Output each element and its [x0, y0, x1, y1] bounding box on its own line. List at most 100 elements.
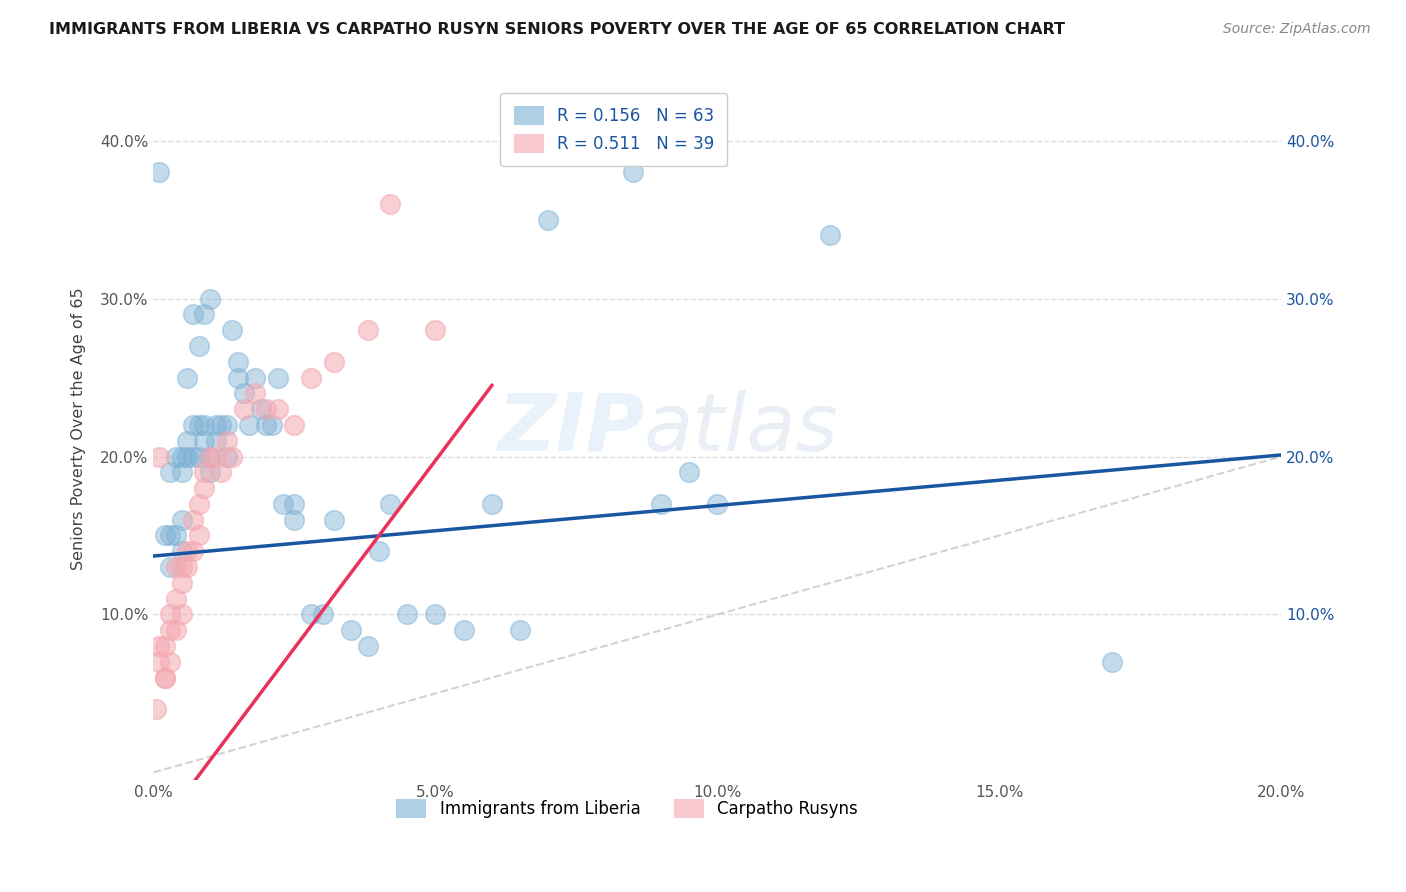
Point — [425, 323, 447, 337]
Y-axis label: Seniors Poverty Over the Age of 65: Seniors Poverty Over the Age of 65 — [72, 287, 86, 570]
Point — [299, 370, 322, 384]
Point — [159, 560, 181, 574]
Point — [818, 228, 841, 243]
Text: ZIP: ZIP — [496, 390, 644, 468]
Point — [283, 417, 305, 432]
Point — [187, 339, 209, 353]
Point — [198, 450, 221, 464]
Point — [271, 497, 294, 511]
Point — [198, 465, 221, 479]
Point — [176, 544, 198, 558]
Point — [170, 575, 193, 590]
Point — [226, 355, 249, 369]
Point — [706, 497, 728, 511]
Point — [153, 671, 176, 685]
Point — [678, 465, 700, 479]
Point — [193, 417, 215, 432]
Point — [193, 434, 215, 448]
Point — [650, 497, 672, 511]
Text: IMMIGRANTS FROM LIBERIA VS CARPATHO RUSYN SENIORS POVERTY OVER THE AGE OF 65 COR: IMMIGRANTS FROM LIBERIA VS CARPATHO RUSY… — [49, 22, 1066, 37]
Point — [193, 307, 215, 321]
Point — [153, 671, 176, 685]
Point — [165, 624, 187, 638]
Point — [209, 465, 232, 479]
Point — [176, 450, 198, 464]
Point — [165, 591, 187, 606]
Point — [238, 417, 260, 432]
Point — [193, 465, 215, 479]
Point — [621, 165, 644, 179]
Point — [159, 465, 181, 479]
Point — [159, 655, 181, 669]
Point — [170, 450, 193, 464]
Point — [170, 607, 193, 622]
Point — [181, 513, 204, 527]
Point — [425, 607, 447, 622]
Point — [249, 402, 271, 417]
Point — [159, 624, 181, 638]
Point — [165, 528, 187, 542]
Point — [380, 497, 402, 511]
Point — [226, 370, 249, 384]
Point — [159, 607, 181, 622]
Text: atlas: atlas — [644, 390, 839, 468]
Point — [176, 560, 198, 574]
Point — [187, 450, 209, 464]
Point — [181, 450, 204, 464]
Point — [145, 702, 167, 716]
Point — [340, 624, 363, 638]
Point — [323, 513, 346, 527]
Point — [170, 465, 193, 479]
Point — [537, 212, 560, 227]
Point — [159, 528, 181, 542]
Point — [266, 370, 288, 384]
Point — [181, 307, 204, 321]
Point — [187, 417, 209, 432]
Point — [170, 544, 193, 558]
Point — [153, 528, 176, 542]
Point — [187, 497, 209, 511]
Point — [148, 165, 170, 179]
Point — [181, 417, 204, 432]
Point — [165, 560, 187, 574]
Point — [215, 434, 238, 448]
Point — [148, 639, 170, 653]
Point — [232, 402, 254, 417]
Point — [187, 528, 209, 542]
Point — [215, 417, 238, 432]
Point — [396, 607, 419, 622]
Text: Source: ZipAtlas.com: Source: ZipAtlas.com — [1223, 22, 1371, 37]
Point — [232, 386, 254, 401]
Point — [221, 450, 243, 464]
Point — [165, 450, 187, 464]
Point — [323, 355, 346, 369]
Point — [1101, 655, 1123, 669]
Point — [153, 639, 176, 653]
Point — [193, 481, 215, 495]
Point — [380, 196, 402, 211]
Point — [481, 497, 503, 511]
Point — [148, 450, 170, 464]
Point — [148, 655, 170, 669]
Legend: Immigrants from Liberia, Carpatho Rusyns: Immigrants from Liberia, Carpatho Rusyns — [389, 792, 865, 825]
Point — [283, 513, 305, 527]
Point — [509, 624, 531, 638]
Point — [260, 417, 283, 432]
Point — [204, 417, 226, 432]
Point — [283, 497, 305, 511]
Point — [453, 624, 475, 638]
Point — [215, 450, 238, 464]
Point — [299, 607, 322, 622]
Point — [209, 417, 232, 432]
Point — [254, 402, 277, 417]
Point — [311, 607, 333, 622]
Point — [198, 450, 221, 464]
Point — [243, 370, 266, 384]
Point — [181, 544, 204, 558]
Point — [176, 370, 198, 384]
Point — [198, 292, 221, 306]
Point — [221, 323, 243, 337]
Point — [170, 560, 193, 574]
Point — [266, 402, 288, 417]
Point — [204, 450, 226, 464]
